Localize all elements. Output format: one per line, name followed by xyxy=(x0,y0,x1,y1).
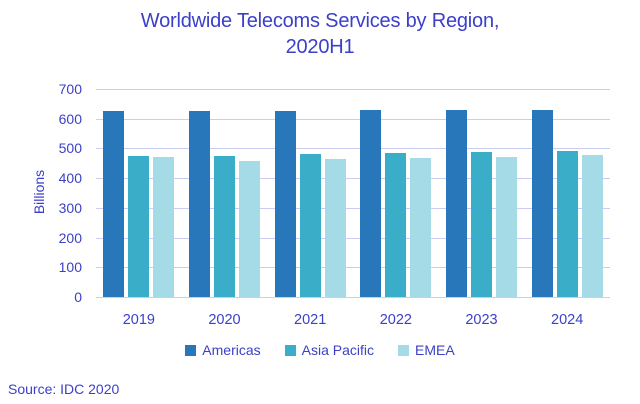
source-note: Source: IDC 2020 xyxy=(8,381,120,397)
y-axis-tick-labels: 0 100 200 300 400 500 600 700 xyxy=(0,82,86,304)
legend: Americas Asia Pacific EMEA xyxy=(0,342,640,358)
gridline-0 xyxy=(96,297,610,298)
bar-americas-2019 xyxy=(103,110,125,297)
bar-emea-2023 xyxy=(496,157,517,297)
x-tick-label-2019: 2019 xyxy=(122,312,155,328)
bar-americas-2024 xyxy=(531,110,553,297)
gridline-400 xyxy=(96,178,610,180)
bar-emea-2021 xyxy=(324,159,346,297)
x-tick-label-2022: 2022 xyxy=(379,312,412,328)
bar-asia-pacific-2019 xyxy=(128,156,150,297)
bar-emea-2022 xyxy=(410,158,432,297)
gridline-700 xyxy=(96,89,610,90)
bar-emea-2020 xyxy=(239,160,260,297)
legend-label-asia-pacific: Asia Pacific xyxy=(301,342,375,358)
x-tick-label-2024: 2024 xyxy=(551,312,584,328)
bar-americas-2021 xyxy=(274,111,296,297)
gridline-600 xyxy=(96,118,610,120)
gridline-500 xyxy=(96,148,610,150)
bar-asia-pacific-2022 xyxy=(385,153,407,297)
plot-area xyxy=(96,89,610,298)
bar-emea-2019 xyxy=(153,157,175,297)
gridline-300 xyxy=(96,207,610,209)
y-tick-label-700: 700 xyxy=(58,81,82,97)
legend-item-americas: Americas xyxy=(185,342,261,358)
y-tick-label-500: 500 xyxy=(58,140,82,157)
legend-marker-americas xyxy=(185,344,197,356)
bar-americas-2020 xyxy=(189,111,210,297)
x-tick-label-2023: 2023 xyxy=(465,312,498,328)
y-tick-label-300: 300 xyxy=(58,199,82,216)
x-tick-label-2020: 2020 xyxy=(208,312,241,328)
y-tick-label-600: 600 xyxy=(58,110,82,127)
y-tick-label-400: 400 xyxy=(58,170,82,187)
bar-emea-2024 xyxy=(581,155,603,297)
bar-asia-pacific-2020 xyxy=(214,155,235,297)
legend-label-emea: EMEA xyxy=(415,342,455,358)
gridline-100 xyxy=(96,267,610,269)
bar-asia-pacific-2024 xyxy=(556,150,578,297)
y-tick-label-100: 100 xyxy=(58,259,82,276)
legend-marker-asia-pacific xyxy=(284,344,296,356)
bar-asia-pacific-2023 xyxy=(471,152,492,297)
bar-americas-2022 xyxy=(360,110,382,297)
x-axis-labels: 2019 2020 2021 2022 2023 2024 xyxy=(96,312,610,330)
legend-item-asia-pacific: Asia Pacific xyxy=(284,342,375,358)
bar-asia-pacific-2021 xyxy=(299,154,321,297)
chart-title: Worldwide Telecoms Services by Region, 2… xyxy=(140,10,500,58)
x-tick-label-2021: 2021 xyxy=(294,312,327,328)
y-tick-label-0: 0 xyxy=(74,289,82,305)
y-tick-label-200: 200 xyxy=(58,229,82,246)
bar-americas-2023 xyxy=(446,110,467,297)
legend-item-emea: EMEA xyxy=(398,342,455,358)
gridline-200 xyxy=(96,237,610,239)
legend-marker-emea xyxy=(398,344,410,356)
legend-label-americas: Americas xyxy=(202,342,261,358)
